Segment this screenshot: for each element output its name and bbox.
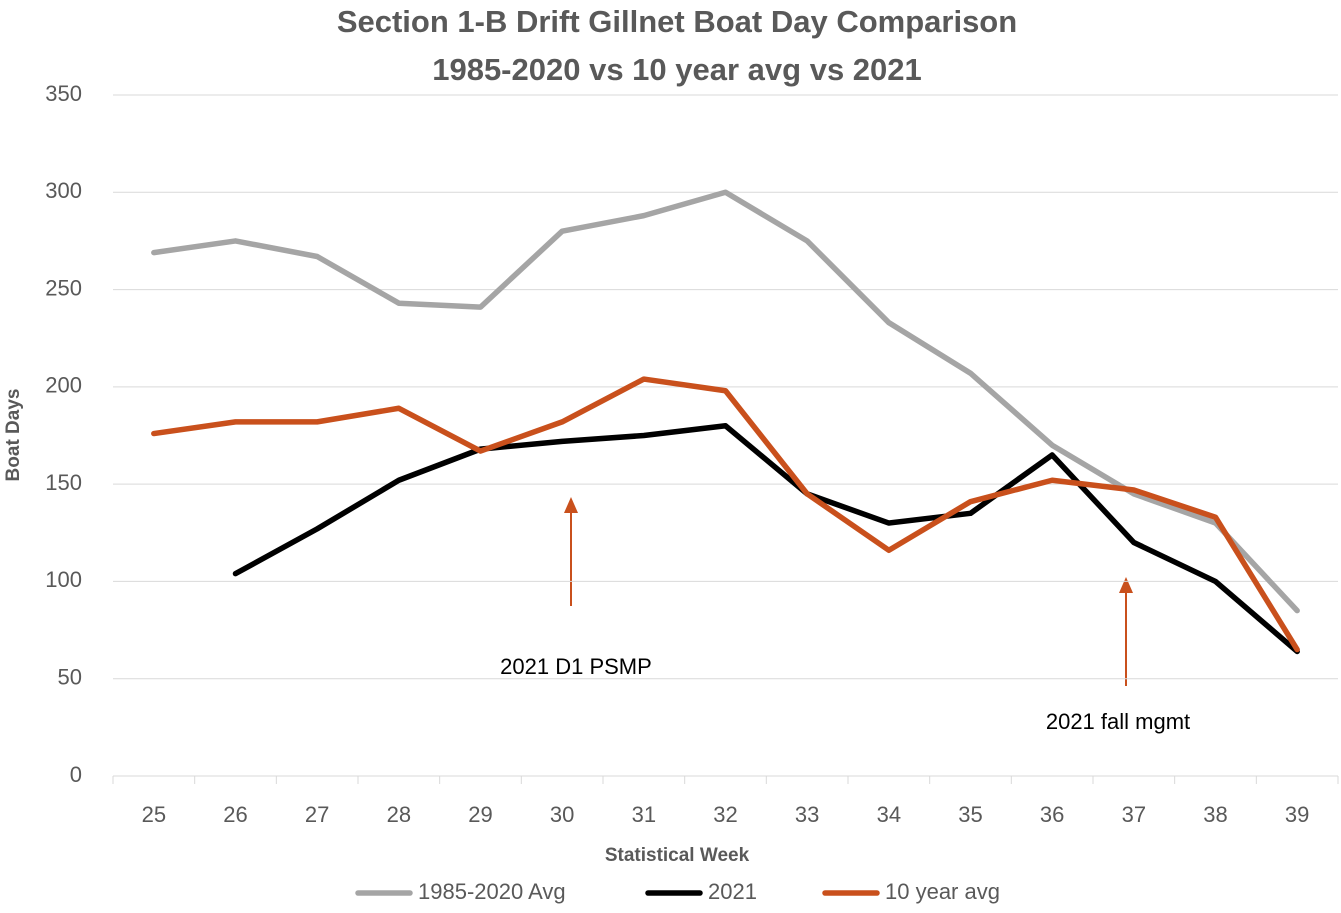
x-tick-label: 30 [550, 802, 574, 827]
series-line [151, 376, 1300, 653]
x-tick-label: 39 [1285, 802, 1309, 827]
annotation: 2021 fall mgmt [1046, 709, 1190, 734]
x-axis-title: Statistical Week [605, 845, 750, 866]
y-tick-label: 100 [45, 567, 82, 592]
annotation: 2021 D1 PSMP [500, 654, 652, 679]
x-tick-label: 26 [223, 802, 247, 827]
x-tick-label: 25 [142, 802, 166, 827]
series-line [151, 189, 1300, 614]
x-tick-label: 38 [1203, 802, 1227, 827]
y-tick-label: 300 [45, 178, 82, 203]
chart-title: Section 1-B Drift Gillnet Boat Day Compa… [337, 4, 1017, 39]
x-tick-label: 35 [958, 802, 982, 827]
x-tick-label: 32 [713, 802, 737, 827]
grid [113, 94, 1338, 777]
x-tick-label: 29 [468, 802, 492, 827]
x-tick-label: 33 [795, 802, 819, 827]
legend-label: 2021 [708, 879, 757, 904]
x-tick-label: 28 [387, 802, 411, 827]
y-tick-label: 250 [45, 275, 82, 300]
annotation-arrow [1119, 577, 1133, 686]
x-tick-label: 37 [1122, 802, 1146, 827]
y-tick-label: 200 [45, 373, 82, 398]
y-tick-label: 350 [45, 81, 82, 106]
x-tick-label: 27 [305, 802, 329, 827]
x-tick-label: 36 [1040, 802, 1064, 827]
y-tick-label: 50 [58, 665, 82, 690]
legend-label: 1985-2020 Avg [418, 879, 566, 904]
annotation-arrow [564, 497, 578, 606]
x-tick-label: 31 [632, 802, 656, 827]
y-axis-title: Boat Days [3, 389, 24, 482]
series-line [232, 423, 1300, 655]
x-tick-label: 34 [877, 802, 901, 827]
y-tick-label: 0 [70, 762, 82, 787]
chart-subtitle: 1985-2020 vs 10 year avg vs 2021 [432, 52, 922, 87]
y-tick-label: 150 [45, 470, 82, 495]
legend-label: 10 year avg [885, 879, 1000, 904]
